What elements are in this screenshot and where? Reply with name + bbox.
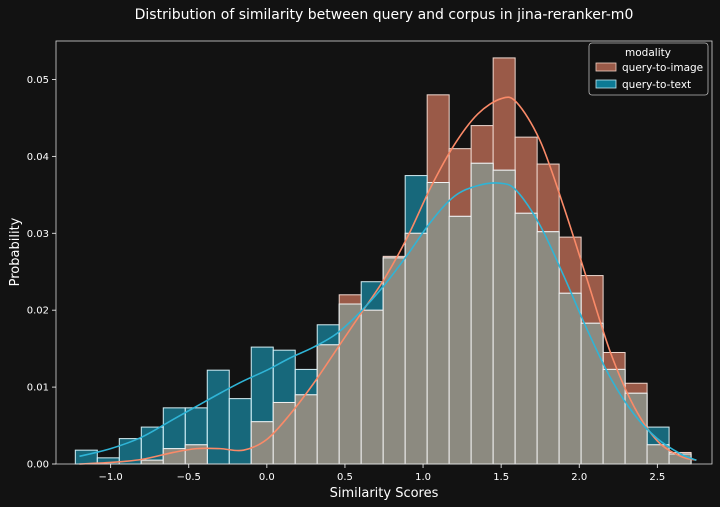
x-tick-label: 0.5: [337, 472, 353, 483]
x-tick-label: −0.5: [177, 472, 201, 483]
bar-overlap: [558, 292, 582, 465]
x-tick-label: 2.0: [571, 472, 587, 483]
y-tick-label: 0.03: [27, 229, 49, 240]
y-tick-label: 0.04: [27, 152, 49, 163]
plot-frame: [55, 40, 713, 465]
bar-overlap: [536, 231, 560, 465]
chart-title: Distribution of similarity between query…: [135, 7, 634, 23]
bar-overlap: [492, 169, 516, 465]
bar-overlap: [448, 215, 472, 465]
y-axis: 0.00 0.01 0.02 0.03 0.04 0.05: [27, 75, 56, 471]
x-tick-label: 1.0: [415, 472, 431, 483]
x-axis-title: Similarity Scores: [330, 486, 439, 501]
bar-overlap: [294, 394, 318, 465]
legend-label-query-to-image: query-to-image: [622, 62, 703, 74]
x-tick-label: 1.5: [493, 472, 509, 483]
y-tick-label: 0.02: [27, 306, 49, 317]
legend-label-query-to-text: query-to-text: [622, 79, 691, 91]
bar-overlap: [580, 322, 604, 465]
legend-swatch-query-to-image: [595, 62, 617, 72]
bar-overlap: [624, 392, 648, 465]
bar-overlap: [426, 182, 450, 465]
bar-overlap: [470, 162, 494, 465]
kde-line-query-to-text: [79, 182, 697, 461]
x-tick-label: 2.5: [649, 472, 665, 483]
bar-overlap: [360, 309, 384, 465]
legend-title: modality: [625, 47, 671, 59]
y-tick-label: 0.05: [27, 75, 49, 86]
bar-overlap: [514, 212, 538, 465]
x-tick-label: −1.0: [99, 472, 123, 483]
legend: modality query-to-image query-to-text: [588, 42, 709, 96]
y-tick-label: 0.00: [27, 460, 49, 471]
plot-area: [74, 57, 697, 465]
legend-box: [588, 42, 709, 96]
bar-overlap: [404, 232, 428, 465]
y-axis-title: Probability: [8, 217, 23, 286]
bar-overlap: [140, 459, 164, 465]
kde-line-query-to-image: [79, 96, 697, 465]
y-tick-label: 0.01: [27, 383, 49, 394]
kde-lines: [79, 96, 697, 465]
x-tick-label: 0.0: [259, 472, 275, 483]
x-axis: −1.0 −0.5 0.0 0.5 1.0 1.5 2.0 2.5: [99, 464, 665, 483]
bar-query-to-text: [228, 398, 252, 465]
bar-overlap: [382, 257, 406, 465]
legend-swatch-query-to-text: [595, 79, 617, 89]
